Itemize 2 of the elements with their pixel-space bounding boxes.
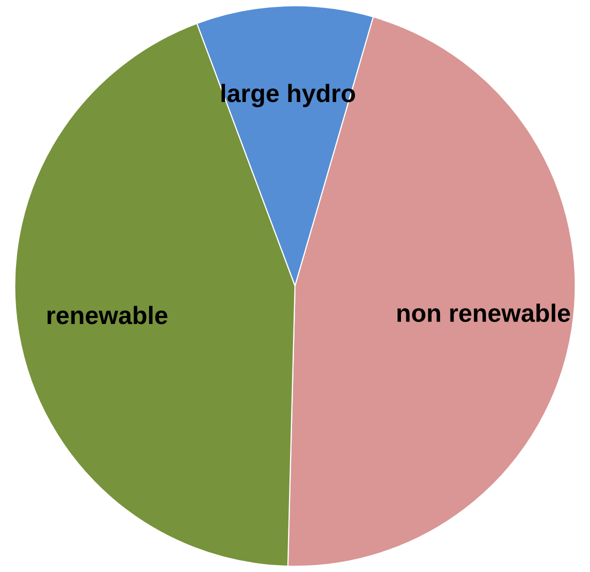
slice-label: renewable [48, 306, 168, 324]
slice-label: non renewable [397, 304, 570, 322]
